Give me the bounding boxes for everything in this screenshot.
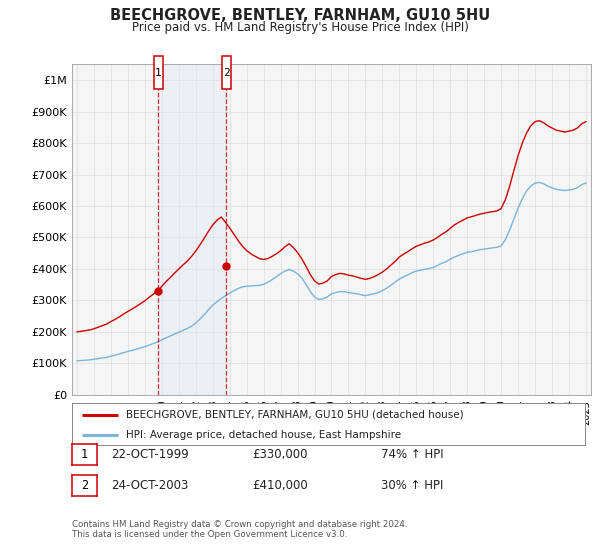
Text: 74% ↑ HPI: 74% ↑ HPI	[381, 448, 443, 461]
Text: £330,000: £330,000	[252, 448, 308, 461]
Bar	[158, 64, 226, 395]
Text: BEECHGROVE, BENTLEY, FARNHAM, GU10 5HU (detached house): BEECHGROVE, BENTLEY, FARNHAM, GU10 5HU (…	[126, 410, 463, 420]
Text: £410,000: £410,000	[252, 479, 308, 492]
Bar	[154, 56, 163, 89]
Bar	[221, 56, 231, 89]
Text: Contains HM Land Registry data © Crown copyright and database right 2024.
This d: Contains HM Land Registry data © Crown c…	[72, 520, 407, 539]
Text: BEECHGROVE, BENTLEY, FARNHAM, GU10 5HU: BEECHGROVE, BENTLEY, FARNHAM, GU10 5HU	[110, 8, 490, 24]
Text: 1: 1	[155, 68, 162, 78]
Text: 2: 2	[81, 479, 88, 492]
Text: 22-OCT-1999: 22-OCT-1999	[111, 448, 189, 461]
Text: HPI: Average price, detached house, East Hampshire: HPI: Average price, detached house, East…	[126, 430, 401, 440]
Text: 1: 1	[81, 448, 88, 461]
Text: Price paid vs. HM Land Registry's House Price Index (HPI): Price paid vs. HM Land Registry's House …	[131, 21, 469, 34]
Text: 2: 2	[223, 68, 230, 78]
Text: 24-OCT-2003: 24-OCT-2003	[111, 479, 188, 492]
Text: 30% ↑ HPI: 30% ↑ HPI	[381, 479, 443, 492]
